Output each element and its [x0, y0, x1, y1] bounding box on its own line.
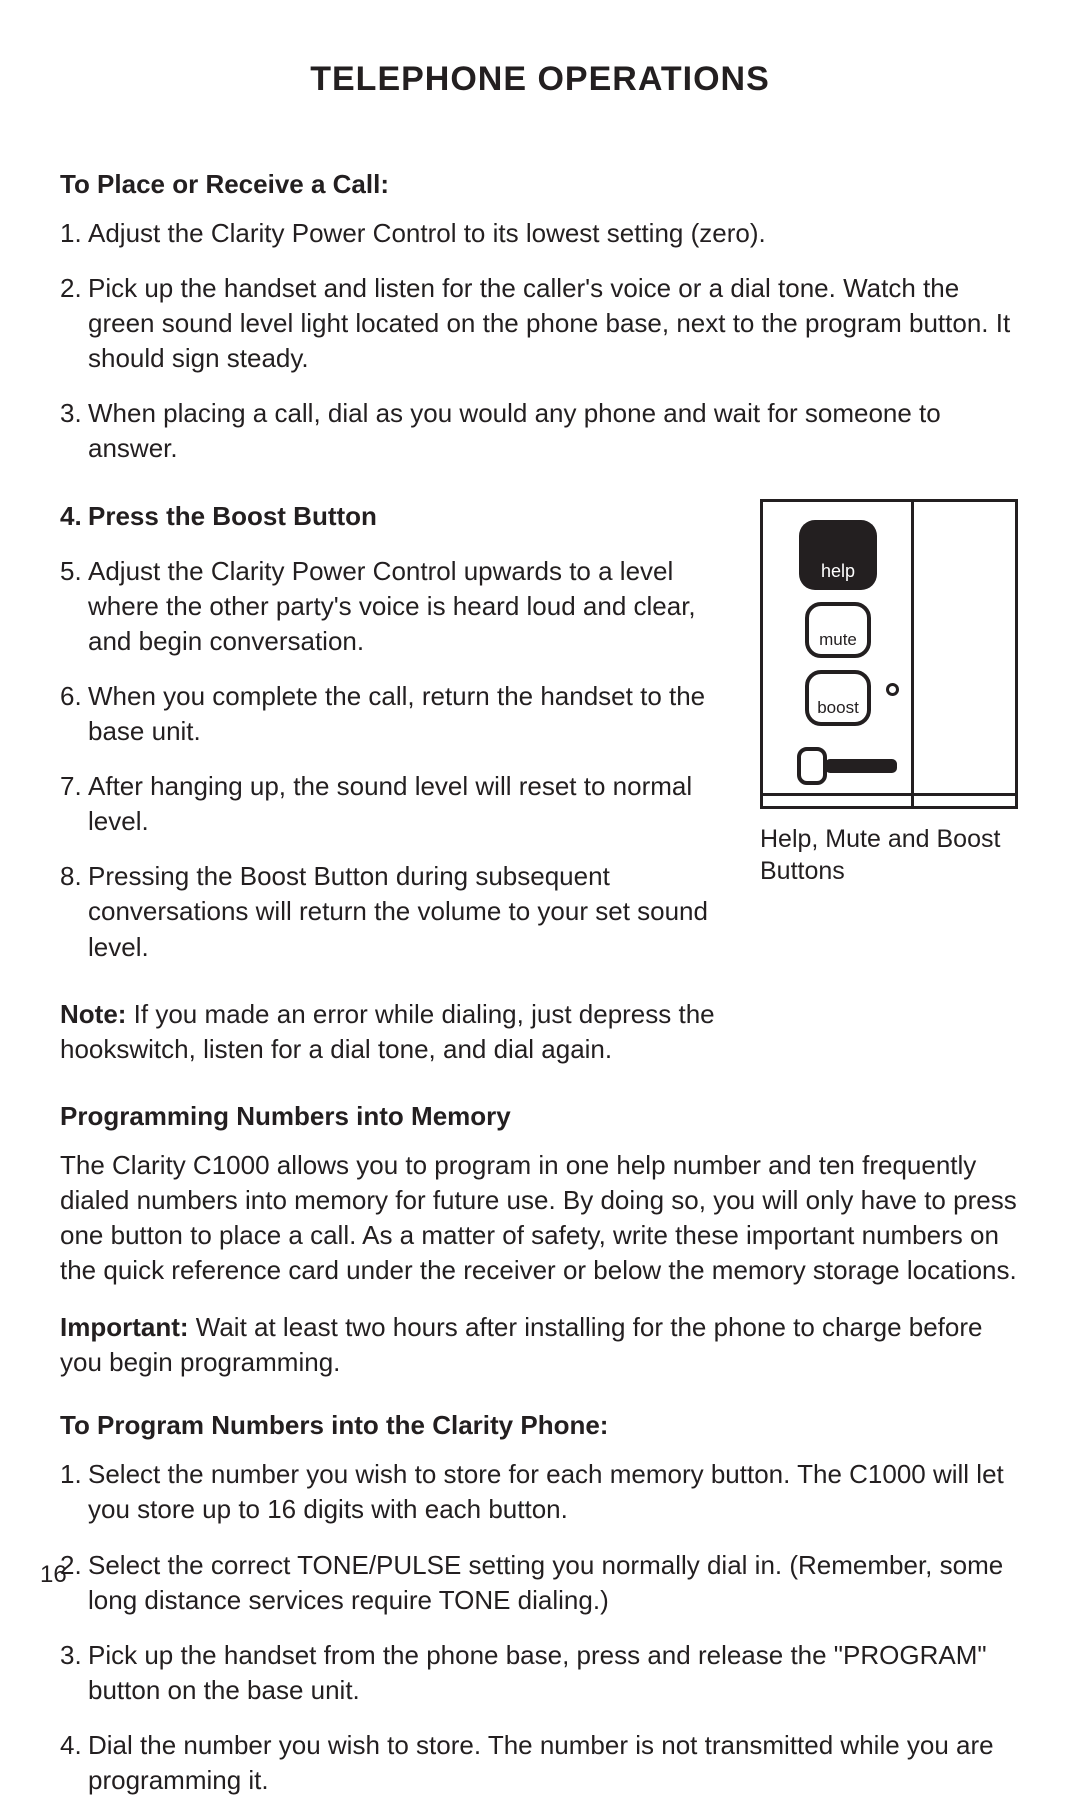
list-text: Select the number you wish to store for … — [88, 1457, 1020, 1527]
section-heading-program-numbers: To Program Numbers into the Clarity Phon… — [60, 1410, 1020, 1441]
boost-button-icon: boost — [805, 670, 871, 726]
note-text: If you made an error while dialing, just… — [60, 999, 715, 1064]
figure-baseline — [763, 793, 1015, 796]
list-item: 2. Pick up the handset and listen for th… — [60, 271, 1020, 376]
list-text: Dial the number you wish to store. The n… — [88, 1728, 1020, 1798]
list-number: 8. — [60, 859, 88, 964]
list-item: 3. When placing a call, dial as you woul… — [60, 396, 1020, 466]
list-program-steps: 1. Select the number you wish to store f… — [60, 1457, 1020, 1798]
list-item: 2. Select the correct TONE/PULSE setting… — [60, 1548, 1020, 1618]
list-item-bold: 4. Press the Boost Button — [60, 499, 732, 534]
figure-caption: Help, Mute and Boost Buttons — [760, 823, 1020, 888]
list-text: When you complete the call, return the h… — [88, 679, 732, 749]
list-number: 3. — [60, 1638, 88, 1708]
para-programming-intro: The Clarity C1000 allows you to program … — [60, 1148, 1020, 1288]
list-text: After hanging up, the sound level will r… — [88, 769, 732, 839]
list-text: Pick up the handset from the phone base,… — [88, 1638, 1020, 1708]
list-number: 6. — [60, 679, 88, 749]
list-number: 7. — [60, 769, 88, 839]
figure-box: help mute boost — [760, 499, 1018, 809]
section-heading-place-receive: To Place or Receive a Call: — [60, 169, 1020, 200]
list-place-receive: 1. Adjust the Clarity Power Control to i… — [60, 216, 1020, 467]
list-number: 4. — [60, 499, 88, 534]
hookswitch-icon — [797, 744, 901, 788]
list-item: 3. Pick up the handset from the phone ba… — [60, 1638, 1020, 1708]
list-item: 7. After hanging up, the sound level wil… — [60, 769, 732, 839]
list-item: 1. Adjust the Clarity Power Control to i… — [60, 216, 1020, 251]
help-button-icon: help — [799, 520, 877, 590]
list-item: 4. Dial the number you wish to store. Th… — [60, 1728, 1020, 1798]
note-label: Note: — [60, 999, 126, 1029]
important-label: Important: — [60, 1312, 189, 1342]
list-number: 1. — [60, 216, 88, 251]
list-text: Select the correct TONE/PULSE setting yo… — [88, 1548, 1020, 1618]
figure-divider — [911, 502, 914, 806]
list-text: Adjust the Clarity Power Control to its … — [88, 216, 1020, 251]
list-item: 8. Pressing the Boost Button during subs… — [60, 859, 732, 964]
list-item: 6. When you complete the call, return th… — [60, 679, 732, 749]
list-number: 5. — [60, 554, 88, 659]
list-number: 3. — [60, 396, 88, 466]
led-indicator-icon — [886, 683, 899, 696]
section-heading-programming: Programming Numbers into Memory — [60, 1101, 1020, 1132]
list-text: Press the Boost Button — [88, 499, 732, 534]
list-text: Pressing the Boost Button during subsequ… — [88, 859, 732, 964]
list-number: 4. — [60, 1728, 88, 1798]
list-number: 2. — [60, 271, 88, 376]
mute-button-icon: mute — [805, 602, 871, 658]
list-number: 1. — [60, 1457, 88, 1527]
list-text: Adjust the Clarity Power Control upwards… — [88, 554, 732, 659]
page-title: TELEPHONE OPERATIONS — [60, 60, 1020, 99]
manual-page: TELEPHONE OPERATIONS To Place or Receive… — [0, 0, 1080, 1629]
list-text: Pick up the handset and listen for the c… — [88, 271, 1020, 376]
note-dialing-error: Note: If you made an error while dialing… — [60, 997, 1020, 1067]
figure-help-mute-boost: help mute boost Help, Mute and Boost But… — [760, 499, 1020, 888]
list-item: 1. Select the number you wish to store f… — [60, 1457, 1020, 1527]
list-text: When placing a call, dial as you would a… — [88, 396, 1020, 466]
important-text: Wait at least two hours after installing… — [60, 1312, 982, 1377]
para-important: Important: Wait at least two hours after… — [60, 1310, 1020, 1380]
list-item: 5. Adjust the Clarity Power Control upwa… — [60, 554, 732, 659]
page-number: 16 — [40, 1561, 67, 1589]
